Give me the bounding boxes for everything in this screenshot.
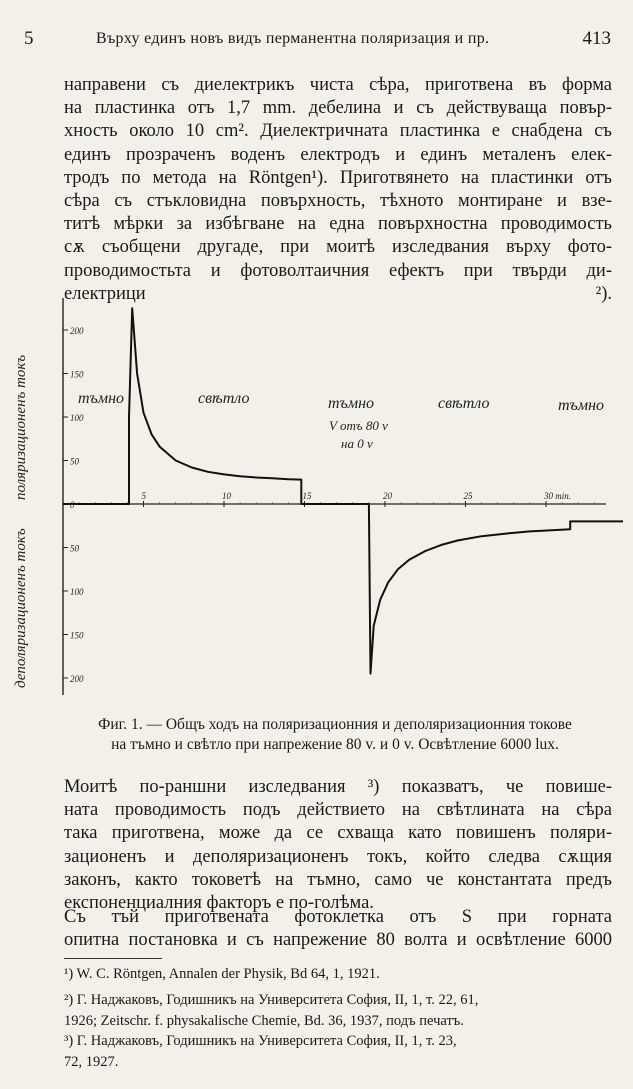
region-label: свѣтло (438, 395, 489, 412)
region-label: тъмно (78, 390, 124, 407)
text-line: направени съ диелектрикъ чиста сѣра, при… (64, 75, 612, 95)
x-tick-label: 15 (303, 491, 313, 501)
running-header: 5 Върху единъ новъ видъ перманентна поля… (24, 28, 611, 50)
text-line: експоненциалния факторъ е по-голѣма. (64, 893, 374, 914)
y-tick-label: 100 (70, 413, 84, 423)
text-line: зационенъ и деполяризационенъ токъ, койт… (64, 846, 612, 867)
y-tick-label: 50 (70, 544, 80, 554)
x-tick-label: 5 (142, 491, 147, 501)
text-line: тродъ по метода на Röntgen¹). Приготвяне… (64, 167, 612, 188)
region-label: тъмно (558, 397, 604, 414)
paragraph-1: направени съ диелектрикъ чиста сѣра, при… (64, 74, 612, 306)
current-curve (367, 504, 623, 675)
voltage-note: V отъ 80 v (329, 418, 388, 433)
text-line: на пластинка отъ 1,7 mm. дебелина и съ д… (64, 98, 612, 119)
y-tick-label: 150 (70, 370, 84, 380)
text-line: така приготвена, може да се схваща като … (64, 823, 612, 844)
voltage-note: на 0 v (341, 436, 373, 451)
x-tick-label: 25 (464, 491, 474, 501)
figure-1: 200 150 100 50 0 50 100 150 200 5 10 15 20 25 30 min. п… (8, 290, 623, 710)
text-line: титѣ мѣрки за избѣгване на една повърхно… (64, 214, 612, 235)
y-tick-label: 50 (70, 457, 80, 467)
y-tick-label: 200 (70, 326, 84, 336)
text-line: хность около 10 cm². Диелектричната плас… (64, 121, 612, 142)
text-line: сѣра съ стъкловидна повърхность, тѣхното… (64, 191, 612, 212)
text-line: единъ прозраченъ воденъ електродъ и един… (64, 144, 612, 165)
text-line: Съ тъй приготвената фотоклетка отъ S при… (64, 907, 612, 927)
current-curve (63, 307, 370, 505)
y-tick-label: 100 (70, 587, 84, 597)
running-title: Върху единъ новъ видъ перманентна поляри… (96, 30, 490, 47)
footnote-line: 72, 1927. (64, 1054, 119, 1070)
caption-line: на тъмно и свѣтло при напрежение 80 v. и… (111, 736, 559, 753)
figure-caption: Фиг. 1. — Общъ ходъ на поляризационния и… (60, 715, 610, 755)
y-tick-label: 150 (70, 631, 84, 641)
text-line: сѫ съобщени другаде, при моитѣ изследван… (64, 237, 612, 258)
text-line: ната проводимость подъ действието на свѣ… (64, 800, 612, 821)
paragraph-3: Съ тъй приготвената фотоклетка отъ S при… (64, 906, 612, 952)
footnote-1: ¹) W. C. Röntgen, Annalen der Physik, Bd… (64, 964, 612, 985)
page-number: 413 (582, 28, 612, 49)
footnote-2: ²) Г. Наджаковъ, Годишникъ на Университе… (64, 990, 612, 1032)
paragraph-2: Моитѣ по-раншни изследвания ³) показватъ… (64, 776, 612, 915)
x-tick-label: 30 min. (543, 491, 571, 501)
text-line: проводимостьта и фотоволтаичния ефектъ п… (64, 260, 612, 281)
caption-line: Фиг. 1. — Общъ ходъ на поляризационния и… (98, 716, 572, 733)
footnote-line: ²) Г. Наджаковъ, Годишникъ на Университе… (64, 992, 479, 1008)
footnote-3: ³) Г. Наджаковъ, Годишникъ на Университе… (64, 1031, 612, 1073)
footnote-line: ³) Г. Наджаковъ, Годишникъ на Университе… (64, 1033, 457, 1049)
text-line: законъ, както токоветѣ на тъмно, само че… (64, 869, 612, 890)
y-tick-label: 200 (70, 674, 84, 684)
text-line: Моитѣ по-раншни изследвания ³) показватъ… (64, 777, 612, 797)
text-line: опитна постановка и съ напрежение 80 вол… (64, 930, 612, 951)
x-tick-label: 20 (383, 491, 393, 501)
x-tick-label: 10 (222, 491, 232, 501)
footnote-line: 1926; Zeitschr. f. physakalische Chemie,… (64, 1013, 464, 1029)
footnote-line: ¹) W. C. Röntgen, Annalen der Physik, Bd… (64, 966, 380, 982)
region-label: тъмно (328, 395, 374, 412)
footnote-rule (64, 958, 162, 959)
section-number: 5 (24, 28, 34, 49)
y-axis-title-bottom: деполяризационенъ токъ (13, 528, 29, 688)
text-line: електрици ²). (64, 283, 612, 304)
y-axis-title-top: поляризационенъ токъ (13, 355, 29, 500)
region-label: свѣтло (198, 390, 249, 407)
